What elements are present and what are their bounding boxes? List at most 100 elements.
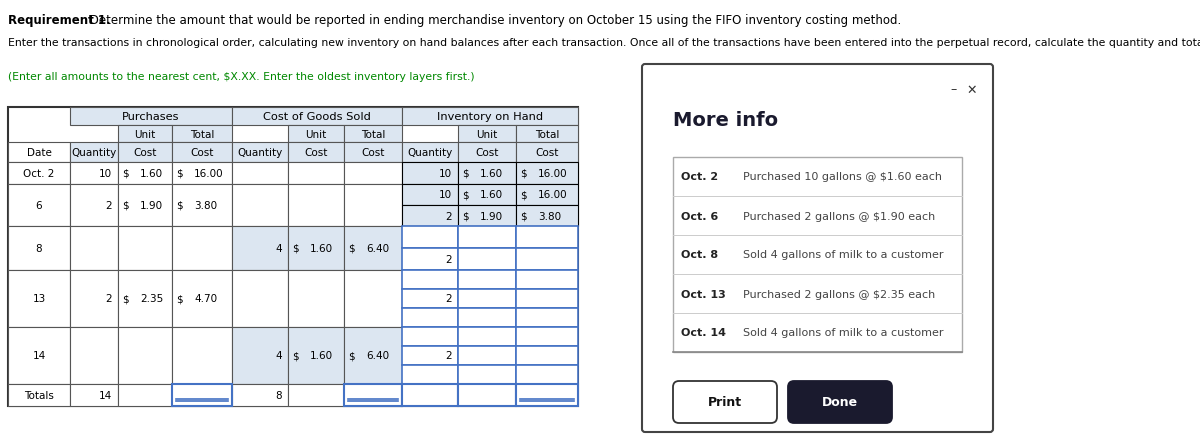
FancyBboxPatch shape [673,381,778,423]
Text: 3.80: 3.80 [538,211,562,221]
Text: Cost: Cost [191,148,214,158]
Bar [172,184,232,226]
Text: $: $ [292,351,299,360]
Text: 1.60: 1.60 [140,169,163,179]
Bar [288,384,344,406]
Text: Purchased 2 gallons @ $2.35 each: Purchased 2 gallons @ $2.35 each [743,289,935,299]
Bar [172,126,232,143]
Text: 14: 14 [32,351,46,360]
Text: Total: Total [535,129,559,139]
Text: $: $ [462,169,469,179]
Text: Sold 4 gallons of milk to a customer: Sold 4 gallons of milk to a customer [743,250,943,260]
Bar [70,327,118,384]
Bar [458,162,516,184]
Bar [516,126,578,143]
Text: Sold 4 gallons of milk to a customer: Sold 4 gallons of milk to a customer [743,328,943,338]
Text: 2: 2 [106,201,112,211]
Text: Done: Done [822,396,858,409]
Text: $: $ [122,201,128,211]
Text: $: $ [520,211,527,221]
Bar [458,226,516,248]
Bar [458,248,516,270]
Bar [172,162,232,184]
Text: 2: 2 [445,294,452,304]
Text: 6: 6 [36,201,42,211]
Text: $: $ [122,294,128,304]
Text: 10: 10 [439,169,452,179]
Bar [673,158,962,352]
Bar [288,226,344,270]
Text: Unit: Unit [134,129,156,139]
FancyBboxPatch shape [788,381,892,423]
Bar [118,270,172,327]
Bar [458,205,516,226]
Bar [458,327,516,346]
Text: $: $ [462,211,469,221]
Text: Oct. 6: Oct. 6 [682,211,719,221]
Text: Cost: Cost [475,148,499,158]
Bar [402,365,458,384]
Text: Oct. 13: Oct. 13 [682,289,726,299]
Text: ✕: ✕ [967,83,977,96]
Bar [458,143,516,162]
Text: Unit: Unit [476,129,498,139]
Text: Unit: Unit [305,129,326,139]
Bar [288,126,344,143]
Bar [344,184,402,226]
Text: Quantity: Quantity [407,148,452,158]
Bar [118,143,172,162]
Bar [288,270,344,327]
Text: 6.40: 6.40 [366,351,389,360]
Bar [516,384,578,406]
Bar [344,270,402,327]
Bar [516,290,578,308]
Bar [402,143,458,162]
Text: 16.00: 16.00 [194,169,223,179]
Bar [458,308,516,327]
Text: 2.35: 2.35 [140,294,163,304]
Bar [118,384,172,406]
Text: Cost of Goods Sold: Cost of Goods Sold [263,112,371,122]
Bar [344,143,402,162]
Bar [232,108,402,126]
Text: (Enter all amounts to the nearest cent, $X.XX. Enter the oldest inventory layers: (Enter all amounts to the nearest cent, … [8,72,475,82]
Text: 6.40: 6.40 [366,244,389,254]
Bar [458,290,516,308]
Bar [516,270,578,290]
Text: Requirement 1.: Requirement 1. [8,14,110,27]
Bar [344,384,402,406]
Text: Cost: Cost [133,148,157,158]
Bar [344,384,402,406]
Bar [70,270,118,327]
Text: 14: 14 [98,390,112,400]
Text: $: $ [520,169,527,179]
Text: 4: 4 [275,244,282,254]
Text: Print: Print [708,396,742,409]
Bar [516,184,578,205]
Text: Total: Total [361,129,385,139]
Bar [402,270,458,290]
Text: 2: 2 [445,351,452,360]
Bar [344,162,402,184]
Bar [458,384,516,406]
Bar [118,126,172,143]
Text: 1.60: 1.60 [310,351,334,360]
Text: 1.90: 1.90 [480,211,503,221]
Bar [402,384,458,406]
Text: Purchased 10 gallons @ $1.60 each: Purchased 10 gallons @ $1.60 each [743,172,942,182]
Bar [458,384,516,406]
Text: 3.80: 3.80 [194,201,217,211]
Bar [516,308,578,327]
Bar [70,226,118,270]
Bar [402,108,578,126]
Bar [458,365,516,384]
Bar [402,384,458,406]
Text: 8: 8 [275,390,282,400]
Bar [8,226,70,270]
Bar [118,327,172,384]
Bar [516,162,578,184]
Bar [232,162,288,184]
Bar [516,384,578,406]
Bar [516,365,578,384]
Text: Total: Total [190,129,214,139]
